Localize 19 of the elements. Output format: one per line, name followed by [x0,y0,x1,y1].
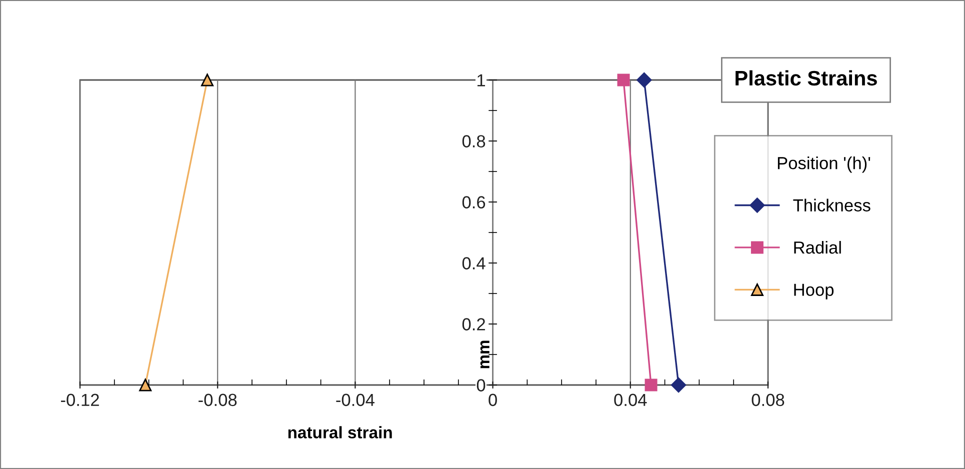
y-tick-label: 1 [478,74,486,86]
x-tick-label: 0.08 [752,394,784,406]
y-tick-label: 0.8 [462,135,486,148]
legend-label: Radial [794,240,841,254]
y-tick-label: 0.4 [462,257,486,270]
x-axis-title: natural strain [288,426,392,438]
y-tick-label: 0.6 [462,196,486,208]
x-tick-label: -0.08 [198,394,237,406]
y-tick-label: 0 [476,379,486,392]
x-tick-label: 0 [488,394,497,406]
legend-title: Position '(h)' [778,156,870,173]
x-tick-label: 0.04 [614,394,647,406]
chart-title: Plastic Strains [736,70,877,86]
x-tick-label: -0.04 [336,394,374,406]
y-tick-label: 0.2 [462,318,485,330]
x-tick-label: -0.12 [60,394,99,406]
legend-label: Thickness [793,198,870,212]
legend-label: Hoop [794,284,834,300]
y-axis-title: mm [480,340,490,368]
